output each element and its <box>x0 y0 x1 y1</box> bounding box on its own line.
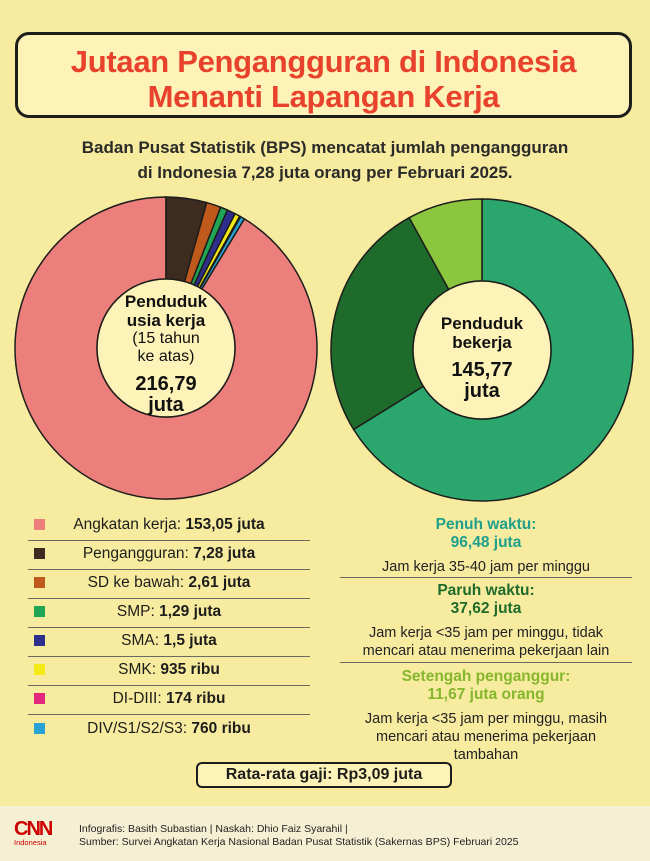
legend-label: SD ke bawah <box>87 574 180 591</box>
logo-sub: Indonesia <box>14 838 47 847</box>
legend-divider <box>28 598 310 599</box>
title-box: Jutaan Pengangguran di Indonesia Menanti… <box>15 32 632 118</box>
legend-item: DIV/S1/S2/S3: 760 ribu <box>34 718 294 740</box>
subtitle: Badan Pusat Statistik (BPS) mencatat jum… <box>40 135 610 185</box>
desc-line: Jam kerja <35 jam per minggu, masih <box>364 711 608 727</box>
legend-label: SMA <box>121 632 155 649</box>
legend-swatch <box>34 606 45 617</box>
center-value-number: 216,79 <box>135 373 197 395</box>
desc-line: mencari atau menerima pekerjaan <box>375 729 597 745</box>
desc-line: tambahan <box>453 747 519 763</box>
block-heading: Setengah penganggur: <box>401 668 571 685</box>
legend-item: SD ke bawah: 2,61 juta <box>34 572 294 594</box>
legend-value: 760 ribu <box>191 720 251 737</box>
legend-swatch <box>34 664 45 675</box>
donut-center-employed: Penduduk bekerja 145,77 juta <box>412 314 552 402</box>
legend-divider <box>28 569 310 570</box>
subtitle-line-2: di Indonesia 7,28 juta orang per Februar… <box>137 163 513 182</box>
block-description: Jam kerja <35 jam per minggu, masih menc… <box>340 710 632 764</box>
cnn-indonesia-logo: CNN Indonesia <box>14 818 54 847</box>
legend-divider <box>28 656 310 657</box>
donut-hole <box>412 280 552 420</box>
center-value-unit: juta <box>464 380 500 402</box>
title-line-2: Menanti Lapangan Kerja <box>147 79 500 114</box>
legend-divider <box>28 685 310 686</box>
legend-label: SMK <box>118 661 152 678</box>
legend-swatch <box>34 548 45 559</box>
legend-label: Pengangguran <box>82 545 185 562</box>
legend-item: Pengangguran: 7,28 juta <box>34 543 294 565</box>
subtitle-line-1: Badan Pusat Statistik (BPS) mencatat jum… <box>81 138 569 157</box>
legend-label: SMP <box>116 603 151 620</box>
center-value: 145,77 juta <box>412 360 552 402</box>
legend-swatch <box>34 723 45 734</box>
center-label-line-1: Penduduk <box>440 314 524 333</box>
center-sub-line-1: (15 tahun <box>132 330 200 347</box>
credits: Infografis: Basith Subastian | Naskah: D… <box>79 823 518 849</box>
credit-line-1: Infografis: Basith Subastian | Naskah: D… <box>79 823 348 835</box>
block-heading: Penuh waktu: <box>435 516 537 533</box>
legend-value: 153,05 juta <box>185 516 265 533</box>
block-divider <box>340 577 632 578</box>
legend-item: DI-DIII: 174 ribu <box>34 688 294 710</box>
legend-item: Angkatan kerja: 153,05 juta <box>34 514 294 536</box>
legend-value: 7,28 juta <box>193 545 256 562</box>
block-value: 11,67 juta orang <box>427 686 545 703</box>
legend-value: 1,29 juta <box>159 603 222 620</box>
center-value-number: 145,77 <box>451 359 513 381</box>
block-underemployed: Setengah penganggur: 11,67 juta orang Ja… <box>340 668 632 764</box>
block-value: 37,62 juta <box>450 600 522 617</box>
salary-value: Rp3,09 juta <box>336 766 423 783</box>
donut-chart-working-age <box>14 196 318 500</box>
center-label-line-2: usia kerja <box>126 311 206 330</box>
legend-value: 1,5 juta <box>163 632 217 649</box>
donut-hole <box>96 278 236 418</box>
legend-value: 935 ribu <box>160 661 220 678</box>
block-description: Jam kerja <35 jam per minggu, tidak menc… <box>340 624 632 660</box>
block-part-time: Paruh waktu: 37,62 juta Jam kerja <35 ja… <box>340 582 632 660</box>
legend-item: SMA: 1,5 juta <box>34 630 294 652</box>
legend-swatch <box>34 519 45 530</box>
legend-label: DIV/S1/S2/S3 <box>87 720 183 737</box>
legend-divider <box>28 540 310 541</box>
desc-line: Jam kerja 35-40 jam per minggu <box>382 559 590 575</box>
donut-center-working-age: Penduduk usia kerja (15 tahun ke atas) 2… <box>93 292 239 416</box>
footer: CNN Indonesia Infografis: Basith Subasti… <box>0 806 650 861</box>
donut-chart-employed <box>330 198 634 502</box>
legend-label: DI-DIII <box>112 690 158 707</box>
center-value: 216,79 juta <box>93 374 239 416</box>
legend-value: 174 ribu <box>165 690 226 707</box>
credit-line-2: Sumber: Survei Angkatan Kerja Nasional B… <box>79 836 519 848</box>
center-label-line-2: bekerja <box>452 333 512 352</box>
center-value-unit: juta <box>148 394 184 416</box>
average-salary-badge: Rata-rata gaji: Rp3,09 juta <box>196 762 452 788</box>
salary-label: Rata-rata gaji: <box>225 766 333 783</box>
legend-item: SMK: 935 ribu <box>34 659 294 681</box>
center-sub-line-2: ke atas) <box>137 348 195 365</box>
title-line-1: Jutaan Pengangguran di Indonesia <box>70 44 577 79</box>
legend-swatch <box>34 635 45 646</box>
legend-value: 2,61 juta <box>188 574 251 591</box>
desc-line: Jam kerja <35 jam per minggu, tidak <box>368 625 604 641</box>
legend-swatch <box>34 693 45 704</box>
block-description: Jam kerja 35-40 jam per minggu <box>340 558 632 576</box>
logo-main: CNN <box>14 818 53 840</box>
legend-item: SMP: 1,29 juta <box>34 601 294 623</box>
legend-swatch <box>34 577 45 588</box>
block-divider <box>340 662 632 663</box>
desc-line: mencari atau menerima pekerjaan lain <box>362 643 610 659</box>
center-label-line-1: Penduduk <box>124 292 208 311</box>
block-heading: Paruh waktu: <box>437 582 535 599</box>
block-value: 96,48 juta <box>450 534 522 551</box>
legend-divider <box>28 627 310 628</box>
block-full-time: Penuh waktu: 96,48 juta Jam kerja 35-40 … <box>340 516 632 576</box>
legend-divider <box>28 714 310 715</box>
legend-label: Angkatan kerja <box>73 516 177 533</box>
